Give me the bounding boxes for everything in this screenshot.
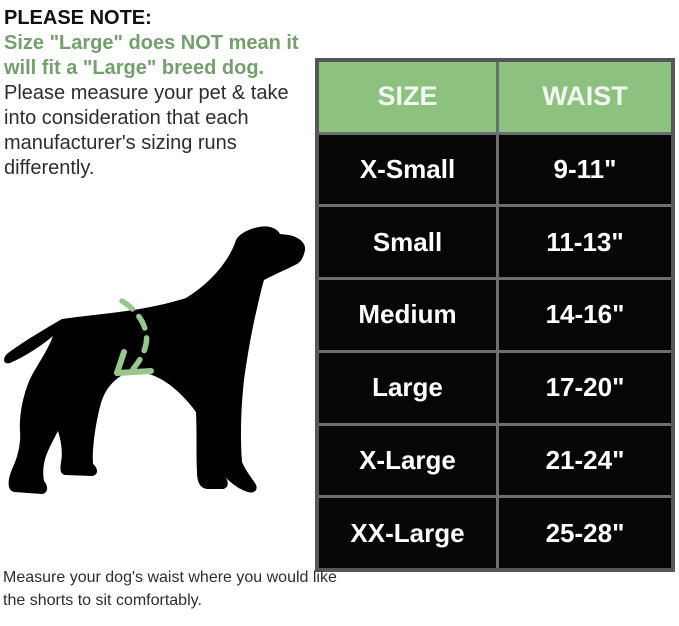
measure-instruction-line: Measure your dog's waist where you would… [3,569,337,586]
table-cell-waist: 11-13" [499,207,671,278]
dog-silhouette [4,226,306,495]
note-title: PLEASE NOTE: [4,7,152,29]
measure-instruction: Measure your dog's waist where you would… [3,566,383,612]
table-cell-waist: 21-24" [499,425,671,496]
note-warning-line: Size "Large" does NOT mean it [4,32,299,54]
table-cell-waist: 17-20" [499,352,671,423]
table-cell-size: XX-Large [319,498,496,568]
table-cell-size: X-Small [319,134,496,205]
note-block: PLEASE NOTE: Size "Large" does NOT mean … [4,6,316,181]
note-warning-line: will fit a "Large" breed dog. [4,57,265,79]
note-body: Please measure your pet & take into cons… [4,81,316,181]
table-cell-size: X-Large [319,425,496,496]
table-cell-size: Small [319,207,496,278]
table-header-waist: WAIST [499,62,671,132]
note-body-line: manufacturer's sizing runs [4,132,237,154]
table-cell-waist: 14-16" [499,280,671,350]
table-header-size: SIZE [319,62,496,132]
note-body-line: Please measure your pet & take [4,82,289,104]
note-warning: Size "Large" does NOT mean it will fit a… [4,31,316,81]
table-cell-waist: 9-11" [499,134,671,205]
note-body-line: into consideration that each [4,107,249,129]
table-cell-size: Large [319,352,496,423]
table-cell-waist: 25-28" [499,498,671,568]
dog-silhouette-icon [4,226,306,495]
dog-graphic [0,222,315,502]
waist-measure-dashed-line [119,298,150,372]
waist-measure-arrowhead [114,349,154,376]
note-body-line: differently. [4,157,95,179]
table-cell-size: Medium [319,280,496,350]
size-chart-table: SIZE WAIST X-Small 9-11" Small 11-13" Me… [315,58,675,572]
measure-instruction-line: the shorts to sit comfortably. [3,592,202,609]
